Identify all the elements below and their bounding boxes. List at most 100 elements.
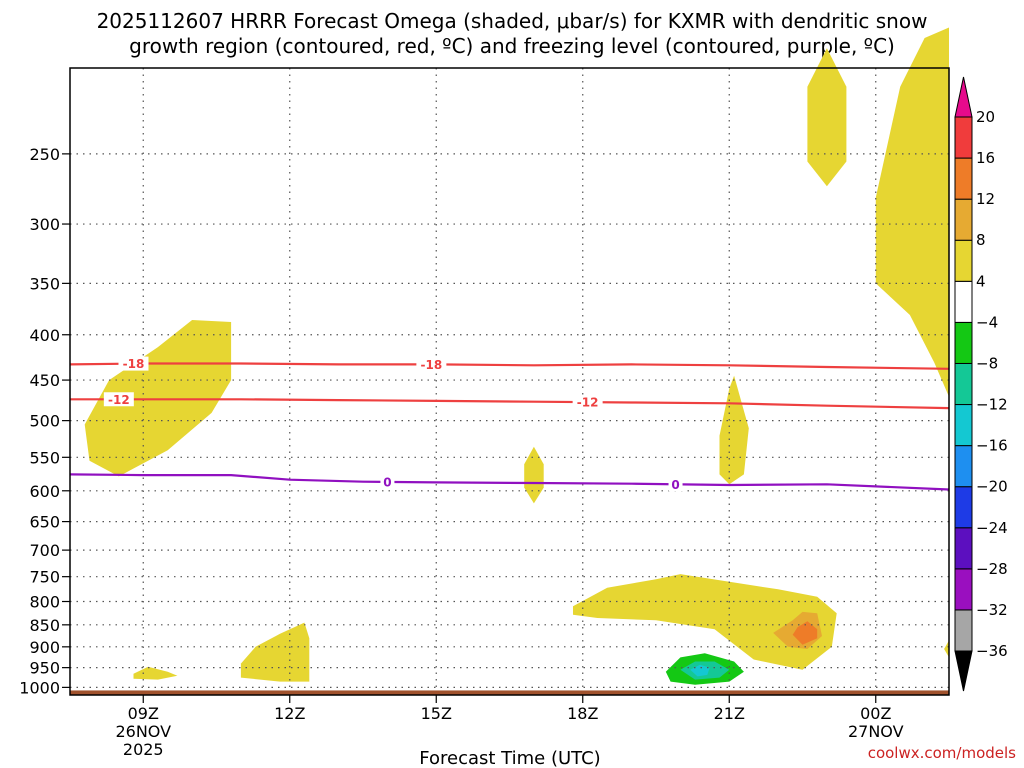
- chart-title-line-2: growth region (contoured, red, ºC) and f…: [129, 34, 895, 58]
- temperature-contours: -18 -18 -12 -12 0 0: [69, 356, 950, 492]
- colorbar-bin-12: [954, 157, 973, 200]
- omega-region-pos-21z: [719, 375, 749, 485]
- y-tick-label-450: 450: [29, 371, 60, 390]
- y-tick-label-850: 850: [29, 616, 60, 635]
- x-tick-label-12Z: 12Z: [274, 704, 305, 723]
- y-tick-label-500: 500: [29, 412, 60, 431]
- colorbar-label--4: −4: [976, 313, 998, 331]
- colorbar-label-4: 4: [976, 272, 986, 290]
- colorbar-label--24: −24: [976, 519, 1008, 537]
- colorbar-under-arrow: [954, 650, 973, 692]
- colorbar-bin--24: [954, 486, 973, 529]
- x-tick-label-21Z: 21Z: [714, 704, 745, 723]
- colorbar-label--20: −20: [976, 478, 1008, 496]
- omega-region-pos-far-right-upper: [875, 27, 949, 397]
- terrain-layer: [70, 690, 949, 695]
- x-tick-label-09Z: 09Z: [128, 704, 159, 723]
- contour-label-bg-dgz-bottom-0: [103, 392, 134, 407]
- x-tick-date-00Z: 27NOV: [848, 722, 904, 741]
- colorbar-label-16: 16: [976, 149, 995, 167]
- omega-region-pos-18z-big: [573, 574, 837, 670]
- colorbar-bin-8: [954, 198, 973, 241]
- contour-label-dgz-top-1: -18: [421, 358, 443, 372]
- omega-region-pos-12z-low: [240, 622, 310, 682]
- omega-region-pos-right-edge: [944, 640, 949, 658]
- y-tick-label-750: 750: [29, 568, 60, 587]
- grid-lines: [70, 68, 949, 695]
- y-tick-label-350: 350: [29, 274, 60, 293]
- omega-region-neg-13z: [363, 213, 437, 444]
- contour-dgz-top: [69, 362, 950, 370]
- y-tick-label-700: 700: [29, 541, 60, 560]
- colorbar-bin-4: [954, 239, 973, 282]
- omega-region-neg-08z-low: [94, 630, 124, 684]
- colorbar-bin--16: [954, 404, 973, 447]
- y-tick-label-550: 550: [29, 448, 60, 467]
- colorbar-bin--36: [954, 609, 973, 652]
- omega-region-neg-right-small-1: [870, 563, 886, 597]
- terrain-fill: [70, 690, 949, 695]
- colorbar-label--12: −12: [976, 396, 1008, 414]
- contour-label-dgz-top-0: -18: [123, 357, 145, 371]
- colorbar-label--28: −28: [976, 560, 1008, 578]
- omega-region-pos-18z-center: [792, 621, 818, 645]
- y-tick-label-1000: 1000: [19, 678, 60, 697]
- y-tick-label-800: 800: [29, 593, 60, 612]
- omega-shading: [84, 27, 949, 687]
- colorbar-bin--8: [954, 321, 973, 364]
- x-tick-label-18Z: 18Z: [567, 704, 598, 723]
- colorbar-over-arrow: [954, 76, 973, 118]
- contour-label-dgz-bottom-1: -12: [577, 396, 599, 410]
- omega-region-neg-23z: [778, 277, 818, 372]
- y-tick-label-600: 600: [29, 482, 60, 501]
- x-tick-label-15Z: 15Z: [421, 704, 452, 723]
- y-tick-label-950: 950: [29, 659, 60, 678]
- contour-dgz-bottom: [70, 398, 950, 410]
- plot-frame: [69, 67, 950, 696]
- omega-region-pos-top-right-small: [807, 48, 847, 187]
- chart-title-line-1: 2025112607 HRRR Forecast Omega (shaded, …: [97, 9, 928, 33]
- y-tick-label-650: 650: [29, 513, 60, 532]
- contour-freezing-level: [69, 473, 950, 491]
- colorbar-bin--20: [954, 445, 973, 488]
- omega-region-neg-11z-thin: [306, 416, 319, 491]
- contour-label-dgz-bottom-0: -12: [108, 393, 130, 407]
- contour-label-freezing-level-0: 0: [383, 475, 391, 489]
- contour-label-bg-dgz-top-1: [416, 357, 447, 372]
- colorbar-bin-16: [954, 116, 973, 159]
- y-tick-label-300: 300: [29, 215, 60, 234]
- x-tick-date-09Z: 26NOV: [115, 722, 171, 741]
- colorbar-label--16: −16: [976, 437, 1008, 455]
- y-tick-label-900: 900: [29, 638, 60, 657]
- contour-label-bg-freezing-level-1: [668, 477, 683, 492]
- credit-text: coolwx.com/models: [868, 744, 1016, 762]
- colorbar-bin--32: [954, 568, 973, 611]
- colorbar-label-12: 12: [976, 190, 995, 208]
- x-axis-label: Forecast Time (UTC): [419, 748, 600, 768]
- y-tick-label-400: 400: [29, 326, 60, 345]
- omega-region-pos-09z-low: [133, 666, 178, 680]
- colorbar-label--36: −36: [976, 642, 1008, 660]
- colorbar-label--32: −32: [976, 601, 1008, 619]
- omega-region-neg-20z-upper: [675, 204, 749, 315]
- omega-region-pos-mid-dot: [524, 446, 544, 504]
- colorbar-bin--4: [954, 280, 973, 323]
- colorbar-label--8: −8: [976, 354, 998, 372]
- omega-region-neg-right-small-2: [866, 655, 901, 678]
- contour-label-bg-freezing-level-0: [380, 474, 395, 489]
- contour-label-freezing-level-1: 0: [671, 478, 679, 492]
- y-axis: 250 300 350 400 450 500 550 600 650 700 750 800 850 9…: [19, 145, 70, 697]
- colorbar-label-8: 8: [976, 231, 986, 249]
- colorbar-bin--12: [954, 362, 973, 406]
- colorbar: −36 −32 −28 −24 −20 −16 −12 −8 −4 4 8 12 16 20: [954, 76, 1008, 692]
- contour-label-bg-dgz-bottom-1: [572, 395, 603, 410]
- x-tick-label-00Z: 00Z: [860, 704, 891, 723]
- x-tick-year-09Z: 2025: [123, 740, 164, 759]
- colorbar-bin--28: [954, 527, 973, 570]
- y-tick-label-250: 250: [29, 145, 60, 164]
- colorbar-label-20: 20: [976, 108, 995, 126]
- contour-label-bg-dgz-top-0: [118, 356, 149, 371]
